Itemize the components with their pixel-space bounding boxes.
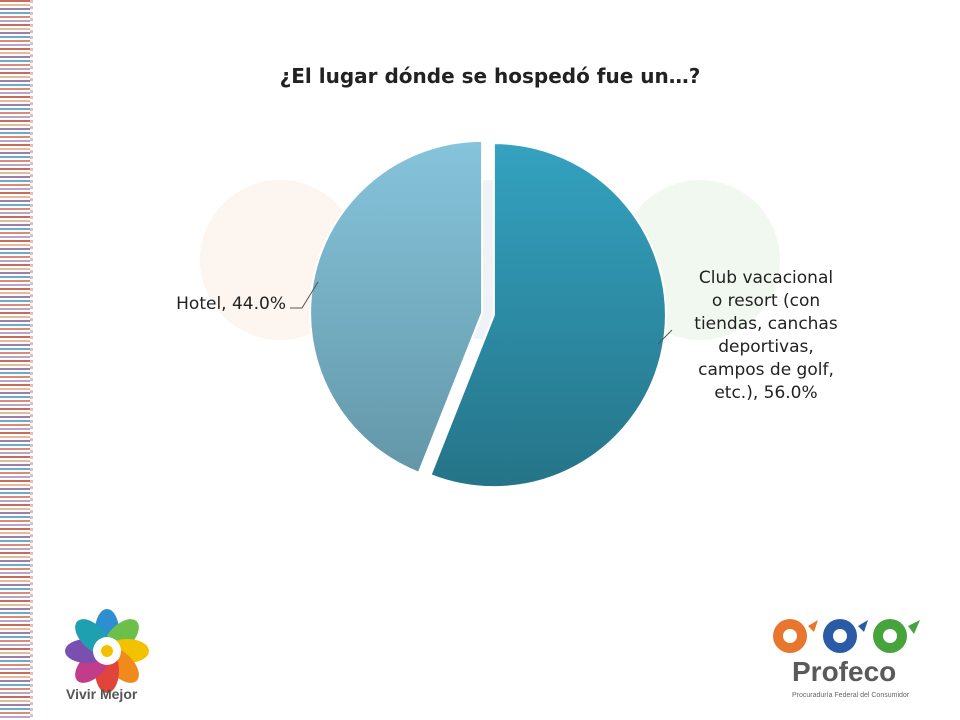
vivir-mejor-text: Vivir Mejor bbox=[66, 686, 138, 702]
leader-line-0 bbox=[657, 329, 673, 345]
decorative-stripe-edge bbox=[30, 0, 33, 720]
profeco-wordmark: Profeco bbox=[792, 656, 897, 687]
pie-slice-1 bbox=[309, 139, 484, 475]
pie-slice-0 bbox=[429, 142, 667, 489]
chart-title: ¿El lugar dónde se hospedó fue un…? bbox=[279, 64, 701, 88]
decorative-stripe-border bbox=[0, 0, 30, 720]
profeco-subtitle: Procuraduría Federal del Consumidor bbox=[792, 692, 910, 699]
vivir-mejor-logo bbox=[65, 609, 149, 693]
slice-label-1: Hotel, 44.0% bbox=[176, 294, 286, 314]
leader-line-1 bbox=[290, 281, 319, 309]
slice-label-0: Club vacacional o resort (con tiendas, can… bbox=[694, 268, 838, 403]
profeco-logo bbox=[773, 619, 920, 653]
